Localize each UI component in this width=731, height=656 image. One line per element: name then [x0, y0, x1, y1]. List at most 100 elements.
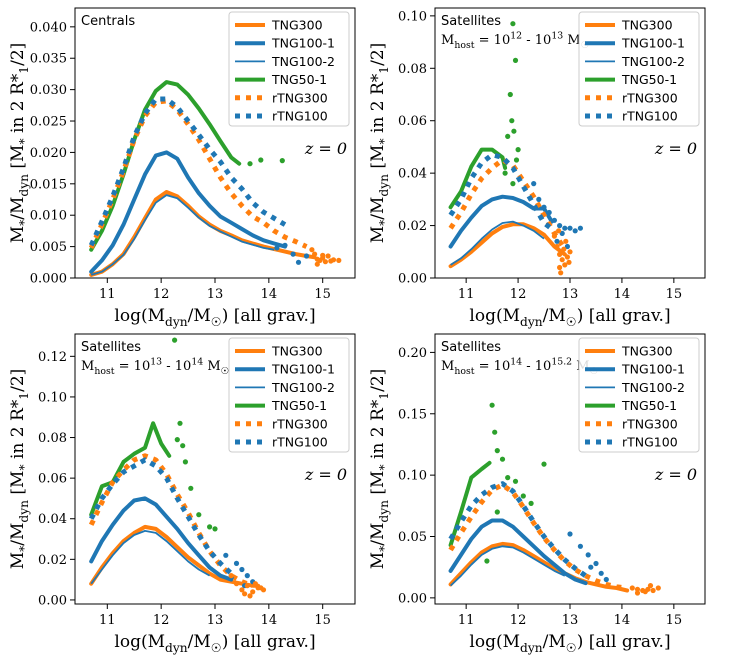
- x-tick-label: 13: [562, 287, 579, 302]
- x-tick-label: 12: [153, 613, 170, 628]
- y-tick-label: 0.025: [30, 115, 67, 130]
- y-tick-label: 0.005: [30, 240, 67, 255]
- scatter-point: [274, 245, 280, 251]
- legend-label: TNG300: [621, 18, 673, 33]
- scatter-point: [559, 257, 565, 263]
- y-tick-label: 0.20: [398, 346, 427, 361]
- y-tick-label: 0.015: [30, 177, 67, 192]
- scatter-point: [303, 253, 310, 259]
- scatter-point: [512, 478, 519, 484]
- scatter-point: [507, 91, 513, 98]
- x-tick-label: 15: [314, 287, 331, 302]
- y-tick-label: 0.000: [30, 272, 67, 287]
- scatter-point: [196, 512, 202, 518]
- y-tick-label: 0.010: [30, 209, 67, 224]
- legend-label: rTNG100: [622, 109, 678, 124]
- scatter-point: [295, 259, 302, 265]
- series-TNG100-1: [448, 518, 588, 586]
- series-rTNG100: [88, 96, 287, 247]
- y-tick-label: 0.00: [38, 593, 67, 608]
- legend-label: TNG300: [271, 18, 323, 33]
- scatter-point: [244, 573, 250, 579]
- series-rTNG300: [88, 98, 308, 249]
- scatter-point: [541, 204, 547, 210]
- y-tick-label: 0.12: [38, 350, 67, 365]
- scatter-point: [546, 209, 552, 216]
- scatter-point: [242, 591, 248, 597]
- scatter-point: [536, 196, 542, 202]
- scatter-point: [330, 257, 337, 263]
- y-tick-label: 0.030: [30, 83, 67, 98]
- legend-label: rTNG300: [622, 416, 678, 431]
- legend-label: rTNG300: [272, 416, 328, 431]
- scatter-point: [558, 270, 564, 276]
- scatter-point: [188, 485, 194, 491]
- scatter-point: [561, 246, 567, 252]
- y-tick-label: 0.06: [398, 114, 427, 129]
- plot-area: [448, 21, 584, 276]
- y-tick-label: 0.02: [398, 219, 427, 234]
- legend-label: TNG100-1: [621, 362, 685, 377]
- x-tick-label: 13: [207, 613, 224, 628]
- x-axis-label: log(Mdyn/M☉) [all grav.]: [469, 632, 670, 655]
- x-tick-label: 12: [510, 287, 527, 302]
- scatter-point: [177, 420, 183, 426]
- scatter-point: [634, 590, 641, 596]
- panel-subtitle: Mhost = 1013 - 1014 M☉: [81, 357, 229, 377]
- scatter-point: [182, 459, 188, 465]
- legend-label: TNG100-2: [271, 380, 335, 395]
- scatter-point: [320, 252, 326, 258]
- series-TNG100-2: [90, 194, 275, 276]
- scatter-point: [312, 251, 318, 257]
- plot-area: [448, 402, 661, 596]
- legend-label: TNG100-1: [271, 362, 335, 377]
- series-TNG50-1: [448, 460, 492, 548]
- series-rTNG100: [88, 457, 233, 576]
- x-tick-label: 14: [614, 613, 631, 628]
- legend: TNG300 TNG100-1 TNG100-2 TNG50-1 rTNG300 rTNG…: [578, 11, 700, 127]
- scatter-point: [598, 570, 604, 576]
- redshift-label: z = 0: [654, 139, 697, 158]
- scatter-point: [247, 593, 253, 599]
- scatter-point: [513, 157, 520, 163]
- y-tick-label: 0.10: [38, 390, 67, 405]
- legend-label: TNG300: [271, 344, 323, 359]
- scatter-point: [577, 225, 584, 231]
- scatter-point: [564, 243, 571, 250]
- y-tick-label: 0.08: [38, 431, 67, 446]
- y-axis-label: M*/Mdyn [M* in 2 R*1/2]: [8, 43, 31, 244]
- scatter-point: [336, 257, 342, 263]
- legend-label: TNG300: [621, 344, 673, 359]
- x-tick-label: 15: [666, 613, 683, 628]
- scatter-point: [489, 402, 495, 408]
- scatter-point: [239, 566, 245, 573]
- scatter-point: [585, 552, 591, 558]
- scatter-point: [556, 228, 562, 234]
- scatter-point: [629, 585, 635, 591]
- scatter-point: [502, 170, 508, 176]
- y-tick-label: 0.06: [38, 472, 67, 487]
- scatter-point: [509, 118, 515, 124]
- scatter-point: [510, 21, 516, 27]
- scatter-point: [511, 128, 517, 134]
- scatter-point: [290, 251, 296, 257]
- scatter-point: [551, 217, 558, 223]
- legend-label: TNG50-1: [621, 398, 677, 413]
- scatter-point: [212, 526, 218, 532]
- legend-label: rTNG100: [272, 109, 328, 124]
- scatter-point: [541, 461, 547, 467]
- scatter-point: [557, 251, 563, 257]
- legend-label: rTNG300: [622, 90, 678, 105]
- y-axis-label: M*/Mdyn [M* in 2 R*1/2]: [368, 43, 391, 244]
- scatter-point: [250, 589, 256, 595]
- scatter-point: [314, 261, 320, 267]
- x-tick-label: 14: [261, 287, 278, 302]
- scatter-point: [233, 581, 240, 587]
- scatter-point: [559, 230, 565, 236]
- scatter-point: [512, 57, 519, 64]
- scatter-point: [634, 586, 641, 592]
- scatter-point: [531, 181, 537, 187]
- legend-label: rTNG100: [272, 435, 328, 450]
- panel-subtitle: Mhost = 1012 - 1013 M☉: [441, 31, 589, 51]
